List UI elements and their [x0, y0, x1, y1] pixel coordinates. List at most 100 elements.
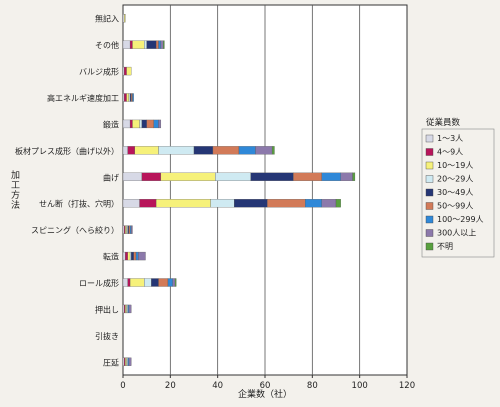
bar-segment	[210, 199, 235, 208]
bar-segment	[122, 66, 125, 76]
bar-segment	[124, 93, 127, 102]
legend-swatch	[425, 175, 434, 183]
legend-label: 300人以上	[437, 229, 476, 238]
bar-segment	[158, 119, 162, 129]
bar-segment	[293, 172, 322, 181]
bar-segment	[305, 199, 322, 208]
bar-segment	[129, 278, 145, 287]
y-tick-label: バルジ成形	[79, 67, 119, 77]
bar-segment	[124, 14, 126, 23]
bar-segment	[160, 172, 216, 181]
bar-segment	[250, 172, 294, 181]
bar-segment	[340, 172, 353, 181]
bar-segment	[124, 304, 126, 314]
y-tick-label: スピニング（へら絞り）	[31, 225, 119, 235]
bar-segment	[167, 278, 173, 287]
bar-segment	[238, 146, 256, 155]
bar-segment	[146, 40, 157, 49]
bar-segment	[352, 172, 356, 181]
bar-segment	[255, 146, 273, 155]
legend-label: 100～299人	[437, 215, 484, 224]
bar-segment	[321, 172, 341, 181]
bar-segment	[122, 119, 131, 129]
bar-segment	[124, 66, 127, 76]
bar-segment	[128, 225, 131, 234]
bar-segment	[267, 199, 306, 208]
bar-segment	[139, 119, 143, 129]
x-tick-label: 0	[120, 381, 125, 391]
bar-segment	[144, 40, 147, 49]
bar-segment	[125, 304, 127, 314]
bar-segment	[174, 278, 177, 287]
bar-segment	[127, 251, 131, 261]
bar-segment	[193, 146, 214, 155]
bar-segment	[131, 251, 134, 261]
bar-segment	[126, 357, 128, 366]
bar-segment	[122, 146, 128, 155]
bar-segment	[158, 40, 162, 49]
legend-box	[421, 128, 495, 258]
bar-segment	[135, 251, 139, 261]
bar-segment	[335, 199, 341, 208]
bar-segment	[146, 119, 154, 129]
legend-label: 4～9人	[437, 148, 463, 157]
legend-swatch	[425, 242, 434, 251]
bar-segment	[129, 93, 132, 102]
x-tick-label: 20	[165, 381, 176, 391]
bar-segment	[127, 278, 131, 287]
bar-segment	[127, 357, 130, 366]
legend-swatch	[425, 229, 434, 237]
bar-segment	[128, 304, 132, 314]
y-tick-label: 曲げ	[103, 172, 119, 182]
bar-segment	[131, 93, 133, 102]
x-axis-label: 企業数（社）	[238, 388, 292, 400]
bar-segment	[122, 225, 125, 234]
bar-segment	[127, 146, 135, 155]
bar-segment	[122, 93, 125, 102]
bar-segment	[127, 304, 130, 314]
bar-segment	[132, 40, 145, 49]
bar-segment	[158, 278, 169, 287]
legend-label: 1～3人	[437, 134, 463, 143]
legend-label: 50～99人	[437, 202, 473, 211]
bar-segment	[321, 199, 337, 208]
bar-segment	[144, 278, 152, 287]
bar-segment	[141, 172, 162, 181]
bar-segment	[153, 119, 159, 129]
y-tick-label: 無記入	[95, 14, 119, 24]
bar-segment	[124, 225, 126, 234]
bar-segment	[212, 146, 240, 155]
legend-label: 20～29人	[437, 175, 473, 184]
bar-segment	[126, 93, 130, 102]
bar-segment	[128, 93, 131, 102]
legend-swatch	[425, 161, 434, 170]
bar-segment	[127, 225, 130, 234]
bar-segment	[155, 199, 211, 208]
bar-segment	[158, 146, 195, 155]
bar-segment	[160, 40, 164, 49]
bar-segment	[151, 278, 159, 287]
x-tick-label: 60	[260, 381, 271, 391]
x-tick-label: 100	[352, 381, 368, 391]
bar-segment	[129, 225, 132, 234]
bar-segment	[124, 357, 126, 366]
bar-segment	[271, 146, 275, 155]
bar-segment	[126, 66, 132, 76]
legend-title: 従業員数	[426, 117, 461, 128]
bar-segment	[122, 278, 128, 287]
bar-segment	[139, 199, 157, 208]
bar-segment	[129, 40, 133, 49]
bar-segment	[138, 251, 146, 261]
bar-segment	[155, 40, 159, 49]
x-tick-label: 40	[212, 381, 223, 391]
legend-swatch	[425, 215, 434, 224]
y-axis-label: 加工方法	[9, 170, 20, 210]
bar-segment	[215, 172, 251, 181]
bar-segment	[132, 119, 140, 129]
legend-swatch	[425, 148, 434, 156]
legend-label: 不明	[437, 242, 453, 251]
legend-label: 10～19人	[437, 161, 473, 170]
bar-segment	[122, 304, 125, 314]
